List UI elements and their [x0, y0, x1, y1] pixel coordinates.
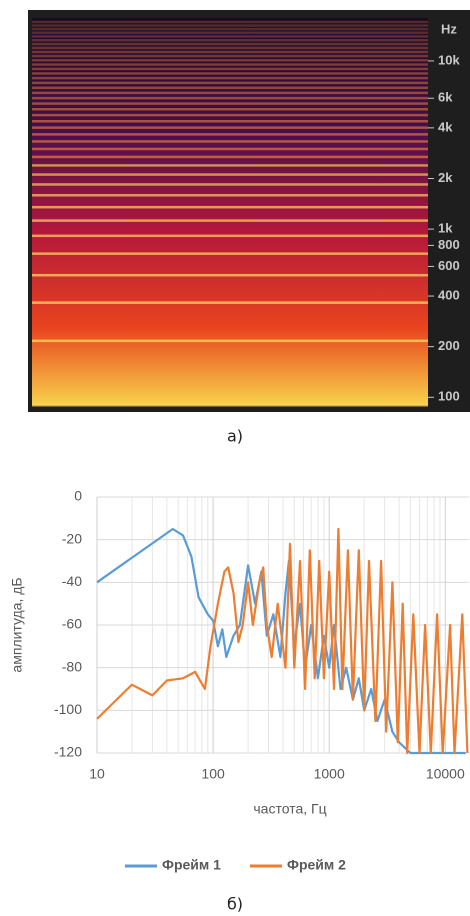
y-tick-label: 1k: [438, 221, 453, 236]
harmonic-stripe: [32, 24, 428, 27]
harmonic-stripe: [32, 59, 428, 62]
harmonic-stripe: [32, 252, 428, 255]
harmonic-stripe: [32, 155, 428, 159]
y-tick-label: 10k: [438, 52, 460, 67]
harmonic-stripe: [32, 31, 428, 34]
harmonic-stripe: [32, 173, 428, 176]
y-tick-label: -60: [62, 616, 82, 632]
harmonic-stripe: [32, 140, 428, 143]
harmonic-stripe: [32, 164, 428, 167]
harmonic-stripe: [32, 126, 428, 129]
x-tick-label: 100: [201, 766, 225, 782]
harmonic-stripe: [32, 205, 428, 209]
harmonic-stripe: [32, 42, 428, 46]
y-axis-label: амплитуда, дБ: [9, 577, 25, 672]
y-tick-label: 6k: [438, 90, 453, 105]
x-axis-label: частота, Гц: [253, 801, 326, 817]
harmonic-stripe: [32, 81, 428, 85]
spectrogram-image: [32, 18, 428, 405]
harmonic-stripe: [32, 404, 428, 407]
caption: а): [227, 427, 243, 446]
harmonic-stripe: [32, 301, 428, 304]
y-tick-label: 200: [438, 338, 460, 353]
y-tick-label: -100: [54, 701, 82, 717]
harmonic-stripe: [32, 147, 428, 151]
harmonic-stripe: [32, 86, 428, 90]
y-tick-label: -40: [62, 573, 82, 589]
x-tick-label: 1000: [314, 766, 345, 782]
harmonic-stripe: [32, 339, 428, 343]
harmonic-stripe: [32, 96, 428, 100]
caption: б): [227, 895, 243, 914]
data-line: [96, 527, 469, 755]
harmonic-stripe: [32, 194, 428, 197]
harmonic-stripe: [32, 63, 428, 66]
harmonic-stripe: [32, 54, 428, 58]
x-tick-label: 10: [89, 766, 105, 782]
y-tick-label: 100: [438, 389, 460, 404]
legend-label: Фрейм 1: [162, 857, 221, 873]
harmonic-stripe: [32, 76, 428, 80]
harmonic-stripe: [32, 234, 428, 238]
harmonic-stripe: [32, 50, 428, 54]
axis-label: Hz: [441, 21, 457, 36]
y-tick-label: -20: [62, 530, 82, 546]
harmonic-stripe: [32, 38, 428, 42]
harmonic-stripe: [32, 91, 428, 95]
y-tick-label: 4k: [438, 119, 453, 134]
harmonic-stripe: [32, 113, 428, 117]
harmonic-stripe: [32, 35, 428, 38]
harmonic-stripe: [32, 183, 428, 186]
x-tick-label: 10000: [426, 766, 465, 782]
harmonic-stripe: [32, 102, 428, 105]
harmonic-stripe: [32, 27, 428, 31]
y-tick-label: 800: [438, 237, 460, 252]
harmonic-stripe: [32, 46, 428, 50]
harmonic-stripe: [32, 72, 428, 75]
harmonic-stripe: [32, 67, 428, 71]
harmonic-stripe: [32, 119, 428, 123]
harmonic-stripe: [32, 20, 428, 24]
harmonics: [32, 20, 428, 407]
legend-label: Фрейм 2: [287, 857, 346, 873]
y-tick-label: 2k: [438, 170, 453, 185]
harmonic-stripe: [32, 133, 428, 136]
harmonic-stripe: [32, 107, 428, 111]
y-tick-label: 400: [438, 287, 460, 302]
y-tick-label: 0: [74, 488, 82, 504]
y-tick-label: 600: [438, 258, 460, 273]
harmonic-stripe: [32, 273, 428, 277]
y-tick-label: -120: [54, 744, 82, 760]
y-tick-label: -80: [62, 658, 82, 674]
harmonic-stripe: [32, 219, 428, 222]
